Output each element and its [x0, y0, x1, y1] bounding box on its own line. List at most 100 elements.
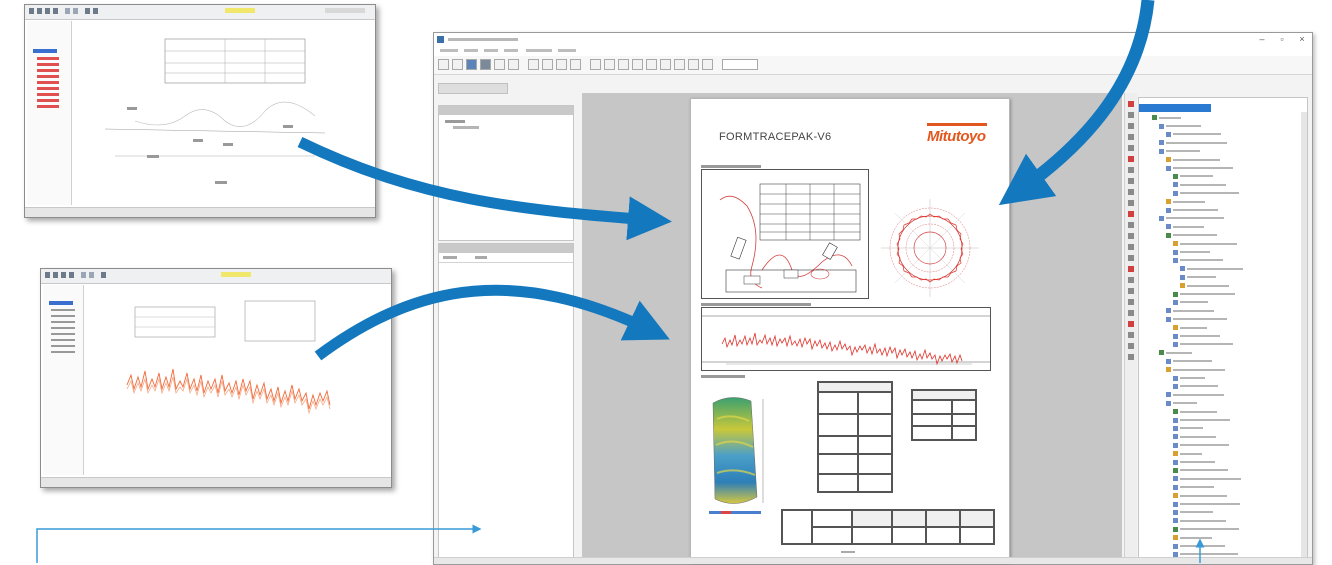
- tool-icon[interactable]: [1128, 178, 1134, 184]
- chart-icon[interactable]: [632, 59, 643, 70]
- menu-item[interactable]: [440, 49, 458, 52]
- layout-icon[interactable]: [604, 59, 615, 70]
- tool-icon[interactable]: [1128, 156, 1134, 162]
- tool-icon[interactable]: [1128, 222, 1134, 228]
- tree-node[interactable]: [445, 120, 465, 123]
- new-icon[interactable]: [438, 59, 449, 70]
- tree-node[interactable]: [1173, 500, 1240, 508]
- tree-node[interactable]: [453, 126, 479, 129]
- tree-node[interactable]: [1173, 534, 1212, 542]
- cut-icon[interactable]: [542, 59, 553, 70]
- property-tab[interactable]: [475, 256, 487, 259]
- tree-node[interactable]: [1173, 173, 1213, 181]
- tool-icon[interactable]: [1128, 189, 1134, 195]
- tree-node[interactable]: [1173, 458, 1215, 466]
- tool-icon[interactable]: [1128, 354, 1134, 360]
- tree-node[interactable]: [1173, 517, 1226, 525]
- tree-node[interactable]: [1166, 307, 1214, 315]
- menu-item[interactable]: [484, 49, 498, 52]
- tree-node[interactable]: [1173, 240, 1237, 248]
- undo-icon[interactable]: [508, 59, 519, 70]
- close-icon[interactable]: ×: [1299, 34, 1305, 44]
- tool-icon[interactable]: [1128, 134, 1134, 140]
- tool-icon[interactable]: [1128, 310, 1134, 316]
- tree-node[interactable]: [1173, 248, 1210, 256]
- tool-icon[interactable]: [1128, 101, 1134, 107]
- tree-node[interactable]: [1166, 206, 1218, 214]
- tree-node[interactable]: [1180, 265, 1243, 273]
- tree-scrollbar[interactable]: [1301, 112, 1307, 562]
- tree-node[interactable]: [1173, 181, 1226, 189]
- open-icon[interactable]: [452, 59, 463, 70]
- tree-node[interactable]: [1166, 358, 1212, 366]
- tree-node[interactable]: [1166, 232, 1217, 240]
- tree-node[interactable]: [1173, 299, 1208, 307]
- minimize-icon[interactable]: –: [1259, 34, 1265, 44]
- tree-node[interactable]: [1166, 164, 1233, 172]
- tool-icon[interactable]: [1128, 123, 1134, 129]
- tool-icon[interactable]: [1128, 233, 1134, 239]
- preview-icon[interactable]: [494, 59, 505, 70]
- tree-node[interactable]: [1173, 467, 1228, 475]
- tree-node[interactable]: [1173, 425, 1203, 433]
- grid-icon[interactable]: [590, 59, 601, 70]
- tree-node[interactable]: [1159, 215, 1224, 223]
- tool-icon[interactable]: [1128, 321, 1134, 327]
- tree-node[interactable]: [1166, 131, 1221, 139]
- tree-node[interactable]: [1173, 374, 1205, 382]
- paste-icon[interactable]: [570, 59, 581, 70]
- tree-node[interactable]: [1180, 274, 1216, 282]
- tool-icon[interactable]: [1128, 211, 1134, 217]
- tool-icon[interactable]: [1128, 288, 1134, 294]
- menu-item[interactable]: [558, 49, 576, 52]
- tree-node[interactable]: [1173, 341, 1233, 349]
- tree-node[interactable]: [1180, 282, 1229, 290]
- tool-icon[interactable]: [1128, 266, 1134, 272]
- tree-node[interactable]: [1173, 408, 1217, 416]
- redo-icon[interactable]: [528, 59, 539, 70]
- tree-node[interactable]: [1173, 484, 1214, 492]
- tool-icon[interactable]: [1128, 167, 1134, 173]
- copy-icon[interactable]: [556, 59, 567, 70]
- tree-node[interactable]: [1173, 526, 1239, 534]
- menu-item[interactable]: [526, 49, 552, 52]
- tree-node[interactable]: [1173, 416, 1230, 424]
- tree-node[interactable]: [1173, 324, 1207, 332]
- menu-item[interactable]: [464, 49, 478, 52]
- property-tab[interactable]: [443, 256, 457, 259]
- tree-node[interactable]: [1166, 156, 1220, 164]
- tree-node[interactable]: [1159, 349, 1192, 357]
- tool-icon[interactable]: [1128, 200, 1134, 206]
- tool-icon[interactable]: [1128, 112, 1134, 118]
- tree-node[interactable]: [1166, 223, 1204, 231]
- tree-node[interactable]: [1173, 509, 1213, 517]
- tree-node[interactable]: [1166, 400, 1197, 408]
- menu-item[interactable]: [504, 49, 518, 52]
- tool-icon[interactable]: [1128, 277, 1134, 283]
- tree-node[interactable]: [1166, 366, 1225, 374]
- tree-node[interactable]: [1173, 290, 1235, 298]
- left-dock-tab[interactable]: [438, 83, 508, 94]
- tree-node[interactable]: [1159, 148, 1200, 156]
- tree-selected-item[interactable]: [1139, 104, 1211, 112]
- tree-node[interactable]: [1173, 433, 1216, 441]
- tree-node[interactable]: [1173, 551, 1238, 559]
- zoom-out-icon[interactable]: [674, 59, 685, 70]
- tool-icon[interactable]: [1128, 244, 1134, 250]
- zoom-in-icon[interactable]: [660, 59, 671, 70]
- zoom-combo[interactable]: [722, 59, 758, 70]
- tree-node[interactable]: [1173, 450, 1202, 458]
- tool-icon[interactable]: [1128, 145, 1134, 151]
- save-icon[interactable]: [466, 59, 477, 70]
- help-icon[interactable]: [702, 59, 713, 70]
- tool-icon[interactable]: [1128, 299, 1134, 305]
- tool-icon[interactable]: [1128, 332, 1134, 338]
- image-icon[interactable]: [646, 59, 657, 70]
- tree-node[interactable]: [1173, 383, 1218, 391]
- tree-node[interactable]: [1159, 139, 1227, 147]
- tree-node[interactable]: [1173, 442, 1229, 450]
- maximize-icon[interactable]: ▫: [1280, 34, 1284, 44]
- tree-node[interactable]: [1152, 114, 1181, 122]
- tree-node[interactable]: [1173, 475, 1241, 483]
- tool-icon[interactable]: [1128, 343, 1134, 349]
